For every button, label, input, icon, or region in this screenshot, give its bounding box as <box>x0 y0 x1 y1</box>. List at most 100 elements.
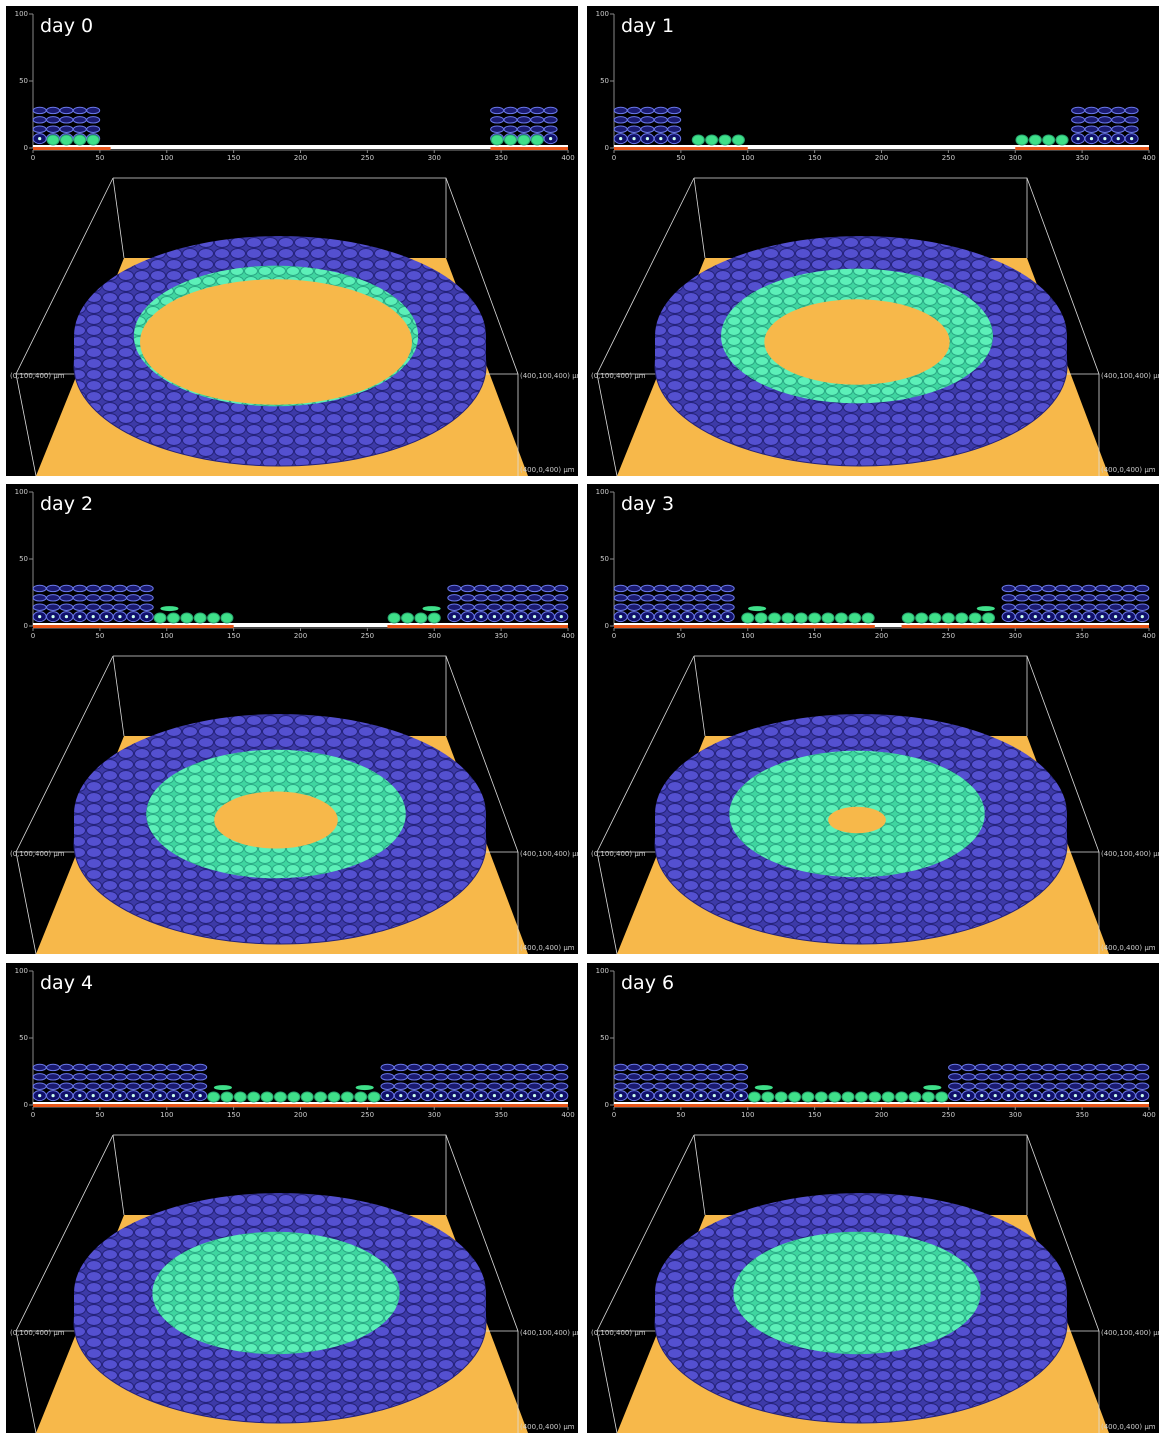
cell <box>1082 1074 1095 1080</box>
cell <box>113 604 126 610</box>
x-tick-label: 50 <box>95 154 104 162</box>
cell <box>646 137 649 140</box>
cell <box>1020 615 1023 618</box>
cell <box>515 585 528 591</box>
box-edge <box>597 852 617 954</box>
cell <box>1085 126 1098 132</box>
cell <box>1056 604 1069 610</box>
y-tick-label: 50 <box>600 555 609 563</box>
cell <box>381 1074 394 1080</box>
cell <box>87 117 100 123</box>
cell <box>87 604 100 610</box>
cell <box>475 1074 488 1080</box>
cell <box>520 1094 523 1097</box>
cell <box>448 1064 461 1070</box>
cell <box>735 1064 748 1070</box>
cell <box>1056 1083 1069 1089</box>
cell <box>1085 107 1098 113</box>
cell <box>423 606 441 611</box>
cell <box>479 1094 482 1097</box>
cell <box>408 1064 421 1070</box>
cell <box>491 126 504 132</box>
y-tick-label: 0 <box>24 1101 28 1109</box>
cell <box>60 107 73 113</box>
substrate <box>33 625 234 628</box>
cell <box>60 135 72 145</box>
cell <box>439 1094 442 1097</box>
cell <box>1096 1083 1109 1089</box>
cell <box>531 107 544 113</box>
x-tick-label: 200 <box>875 632 888 640</box>
cell <box>113 585 126 591</box>
cell <box>849 613 861 623</box>
cell <box>654 604 667 610</box>
cell <box>158 1094 161 1097</box>
cell <box>1007 1094 1010 1097</box>
cell <box>100 604 113 610</box>
cell <box>33 1083 46 1089</box>
box-label: (0,100,400) μm <box>591 1329 646 1337</box>
cell <box>708 1074 721 1080</box>
cell <box>628 595 641 601</box>
cell <box>1015 1074 1028 1080</box>
cell <box>1060 1094 1063 1097</box>
cell <box>181 613 193 623</box>
box-label: (400,0,400) μm <box>1101 944 1156 952</box>
cell <box>1098 107 1111 113</box>
cell <box>1127 615 1130 618</box>
box-label: (400,100,400) μm <box>1101 850 1159 858</box>
x-tick-label: 350 <box>494 632 507 640</box>
cell <box>47 135 59 145</box>
cell <box>501 1064 514 1070</box>
cell <box>694 585 707 591</box>
cell <box>1103 137 1106 140</box>
cell <box>641 1083 654 1089</box>
cell <box>694 595 707 601</box>
cell <box>506 615 509 618</box>
cell <box>33 604 46 610</box>
cell <box>641 1074 654 1080</box>
box-edge <box>694 1135 705 1215</box>
cell <box>140 604 153 610</box>
figure: 050100050100150200250300350400(0,100,400… <box>0 0 1165 1426</box>
cell <box>668 585 681 591</box>
y-tick-label: 0 <box>605 622 609 630</box>
cell <box>1069 1074 1082 1080</box>
substrate <box>902 625 1149 628</box>
cell <box>533 1094 536 1097</box>
cell <box>47 595 60 601</box>
cell <box>453 615 456 618</box>
x-tick-label: 0 <box>612 632 616 640</box>
cell <box>802 1092 814 1102</box>
cell <box>113 1064 126 1070</box>
cell <box>1056 595 1069 601</box>
y-tick-label: 100 <box>596 488 609 496</box>
cell <box>1125 126 1138 132</box>
cell <box>488 585 501 591</box>
cell <box>47 1074 60 1080</box>
cell <box>1002 585 1015 591</box>
cell <box>1029 1083 1042 1089</box>
open-area <box>140 279 412 404</box>
cell <box>967 1094 970 1097</box>
cell <box>668 1064 681 1070</box>
cell <box>73 585 86 591</box>
cell <box>1072 126 1085 132</box>
cell <box>949 1074 962 1080</box>
cell <box>641 117 654 123</box>
cell <box>127 1083 140 1089</box>
cell <box>531 117 544 123</box>
cell <box>60 117 73 123</box>
cell <box>922 1092 934 1102</box>
cell <box>659 615 662 618</box>
cell <box>654 117 667 123</box>
cell <box>491 135 503 145</box>
x-tick-label: 50 <box>676 154 685 162</box>
cell <box>1069 1064 1082 1070</box>
cell <box>708 585 721 591</box>
cell <box>528 1074 541 1080</box>
cell <box>33 585 46 591</box>
cell <box>902 613 914 623</box>
cell <box>261 1092 273 1102</box>
